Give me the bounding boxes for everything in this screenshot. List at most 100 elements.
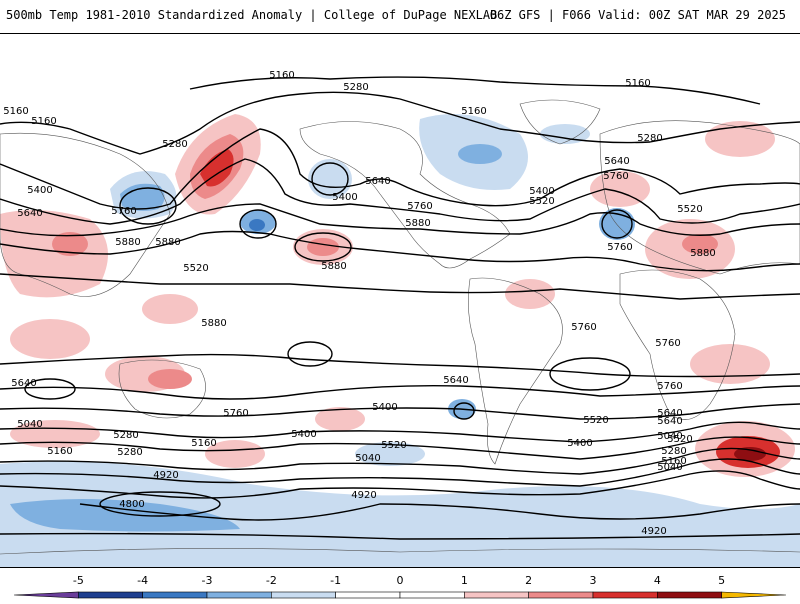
- contour-label: 5160: [47, 446, 72, 457]
- contour-label: 5160: [661, 456, 686, 467]
- contour-label: 5640: [11, 378, 36, 389]
- contour-low-pac: [239, 209, 277, 239]
- colorbar-swatch: [528, 591, 594, 599]
- contour-label: 5160: [625, 78, 650, 89]
- contour-label: 5880: [201, 318, 226, 329]
- anomaly-warm-asia-core: [52, 232, 88, 256]
- contour-label: 5280: [162, 139, 187, 150]
- colorbar-swatch: [464, 591, 529, 599]
- contour-label: 5400: [529, 186, 554, 197]
- colorbar-tick-label: 2: [525, 574, 532, 587]
- colorbar-tick-label: 0: [397, 574, 404, 587]
- contour-label: 5040: [657, 431, 682, 442]
- contour-label: 5400: [332, 192, 357, 203]
- colorbar-tick-label: 1: [461, 574, 468, 587]
- coast-greenland: [519, 99, 601, 145]
- anomaly-warm-indian: [10, 319, 90, 359]
- contour-label: 4920: [641, 526, 666, 537]
- contour-label: 5160: [269, 70, 294, 81]
- contour-label: 5280: [113, 430, 138, 441]
- contour-label: 5160: [31, 116, 56, 127]
- colorbar-tick-label: -1: [330, 574, 341, 587]
- contour-5520-south: [0, 421, 800, 443]
- contour-5520: [0, 158, 800, 225]
- contour-5160-north: [189, 76, 761, 105]
- contour-label: 5760: [571, 322, 596, 333]
- contour-5040-south: [0, 470, 800, 499]
- contour-label: 5880: [405, 218, 430, 229]
- contour-label: 4920: [351, 490, 376, 501]
- contour-label: 5400: [567, 438, 592, 449]
- contour-5760: [0, 230, 800, 272]
- model-valid-time: 06Z GFS | F066 Valid: 00Z SAT MAR 29 202…: [489, 8, 786, 22]
- contour-label: 5520: [677, 204, 702, 215]
- anomaly-cold-npacific-east: [308, 159, 352, 199]
- contour-low-spac: [453, 402, 475, 420]
- contour-label: 5760: [607, 242, 632, 253]
- contour-low-atlantic: [601, 209, 633, 239]
- anomaly-warm-samerica: [505, 279, 555, 309]
- coast-asia-west: [0, 132, 171, 297]
- colorbar-swatch: [335, 591, 401, 599]
- colorbar-swatch: [13, 591, 79, 599]
- colorbar-tick-labels: -5 -4 -3 -2 -1 0 1 2 3 4 5: [73, 574, 725, 587]
- contour-5640: [0, 203, 800, 237]
- coast-antarctica: [0, 548, 800, 555]
- anomaly-cold-low-pacific-core: [249, 219, 265, 231]
- contour-label: 5280: [661, 446, 686, 457]
- contour-label: 5160: [461, 106, 486, 117]
- anomaly-cold-nam-core: [458, 144, 502, 164]
- contour-label: 5640: [443, 375, 468, 386]
- map-title: 500mb Temp 1981-2010 Standardized Anomal…: [6, 8, 498, 22]
- contour-4920-south: [79, 503, 800, 521]
- anomaly-warm-npacific-peak: [200, 149, 234, 187]
- contour-label: 5760: [657, 381, 682, 392]
- colorbar-tick-label: -5: [73, 574, 84, 587]
- colorbar-swatch: [78, 591, 143, 599]
- contour-label: 5880: [690, 248, 715, 259]
- height-contours: [0, 76, 800, 540]
- anomaly-warm-sp-2: [315, 407, 365, 431]
- contour-4920-polar: [0, 532, 800, 540]
- anomaly-warm-africa: [690, 344, 770, 384]
- coast-africa: [619, 269, 736, 420]
- colorbar-svg: -5 -4 -3 -2 -1 0 1 2 3 4 5: [13, 574, 787, 599]
- contour-label: 5040: [657, 462, 682, 473]
- anomaly-cold-natl: [540, 124, 590, 144]
- contour-label: 5880: [321, 261, 346, 272]
- contour-label: 5520: [381, 440, 406, 451]
- contour-label: 5400: [291, 429, 316, 440]
- contour-label: 5160: [3, 106, 28, 117]
- contour-label: 5640: [657, 408, 682, 419]
- colorbar: -5 -4 -3 -2 -1 0 1 2 3 4 5: [0, 568, 800, 600]
- contour-label: 5160: [191, 438, 216, 449]
- colorbar-tick-label: 3: [590, 574, 597, 587]
- colorbar-swatch: [142, 591, 208, 599]
- contour-label: 5040: [17, 419, 42, 430]
- contour-5880-south: [0, 353, 800, 378]
- contour-label: 5640: [365, 176, 390, 187]
- anomaly-shading: [0, 114, 800, 567]
- contour-label: 5520: [667, 434, 692, 445]
- anomaly-cold-antarctic-core: [10, 499, 240, 532]
- contour-label: 5760: [407, 201, 432, 212]
- colorbar-swatches: [13, 591, 787, 599]
- contour-low-wpac: [119, 187, 177, 225]
- contour-4800: [99, 491, 221, 517]
- anomaly-warm-australia: [148, 369, 192, 389]
- map-panel[interactable]: 5160 5280 5160 5160 5280 5160 5160 5400 5640 5760…: [0, 33, 800, 568]
- anomaly-warm-southern-peak: [734, 447, 766, 461]
- contour-label: 5280: [637, 133, 662, 144]
- header: 500mb Temp 1981-2010 Standardized Anomal…: [0, 0, 800, 32]
- contour-label: 4800: [119, 499, 144, 510]
- contour-label: 5640: [657, 416, 682, 427]
- contour-5160-south: [0, 458, 800, 487]
- contour-high-sa2: [549, 357, 631, 391]
- anomaly-warm-mideast-core: [682, 234, 718, 254]
- contour-label: 5760: [655, 338, 680, 349]
- contour-5760-south: [0, 384, 800, 400]
- contour-label: 5880: [155, 237, 180, 248]
- contour-5880: [0, 273, 800, 300]
- colorbar-swatch: [271, 591, 336, 599]
- contour-label: 5640: [604, 156, 629, 167]
